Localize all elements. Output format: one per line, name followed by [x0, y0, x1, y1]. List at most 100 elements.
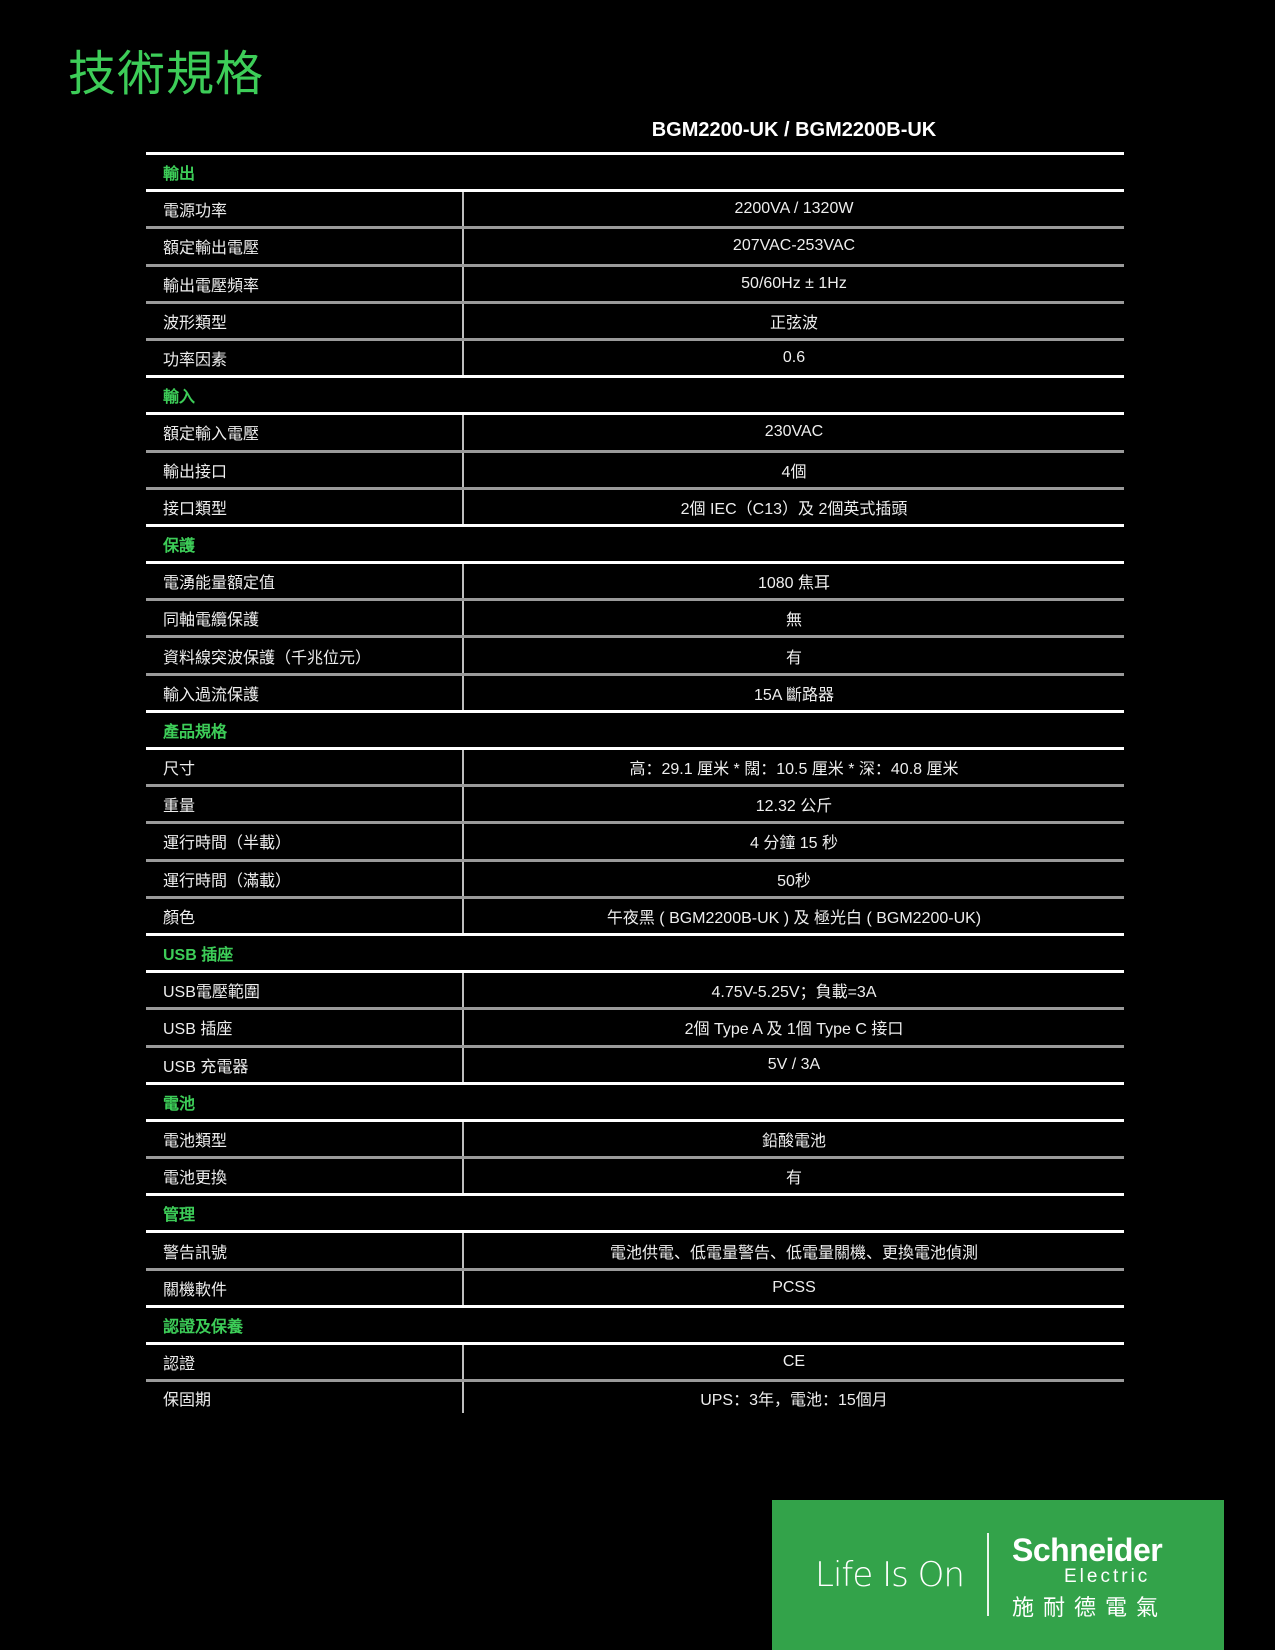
- spec-value: 12.32 公斤: [755, 798, 833, 816]
- spec-row: 警告訊號 電池供電、低電量警告、低電量關機、更換電池偵測: [146, 1230, 1124, 1268]
- spec-label: 重量: [146, 787, 464, 822]
- spec-row: 運行時間（滿載） 50秒: [146, 858, 1124, 896]
- section-title: 保護: [163, 537, 196, 555]
- spec-row: 接口類型 2個 IEC（C13）及 2個英式插頭: [146, 486, 1124, 524]
- spec-row: 資料線突波保護（千兆位元） 有: [146, 635, 1124, 673]
- spec-value: 50秒: [777, 872, 811, 890]
- spec-value: 有: [785, 1170, 802, 1188]
- spec-label: 額定輸入電壓: [146, 415, 464, 450]
- section-header: 輸出: [146, 152, 1124, 189]
- section-header: 認證及保養: [146, 1304, 1124, 1342]
- spec-value: PCSS: [772, 1278, 816, 1296]
- spec-label: 認證: [146, 1345, 464, 1380]
- spec-row: 輸出電壓頻率 50/60Hz ± 1Hz: [146, 263, 1124, 301]
- spec-label: 尺寸: [146, 750, 464, 785]
- section-title: 產品規格: [163, 723, 228, 741]
- section-title: 輸出: [163, 166, 196, 184]
- page-title: 技術規格: [68, 46, 265, 102]
- spec-label: 電池更換: [146, 1159, 464, 1194]
- spec-value: 4.75V-5.25V；負載=3A: [711, 984, 877, 1002]
- spec-row: 輸入過流保護 15A 斷路器: [146, 672, 1124, 710]
- spec-label: 電池類型: [146, 1121, 464, 1157]
- spec-value: CE: [782, 1353, 806, 1371]
- spec-row: 電湧能量額定值 1080 焦耳: [146, 561, 1124, 599]
- spec-row: 認證 CE: [146, 1342, 1124, 1380]
- spec-label: 保固期: [146, 1382, 464, 1414]
- spec-value: 2200VA / 1320W: [734, 200, 854, 218]
- life-is-on-tagline: Life Is On: [815, 1555, 965, 1595]
- spec-row: USB 插座 2個 Type A 及 1個 Type C 接口: [146, 1007, 1124, 1045]
- spec-label: 額定輸出電壓: [146, 229, 464, 264]
- spec-row: 波形類型 正弦波: [146, 300, 1124, 338]
- spec-row: 額定輸入電壓 230VAC: [146, 412, 1124, 450]
- schneider-logo-banner: Life Is On Schneider Electric 施耐德電氣: [772, 1500, 1224, 1650]
- spec-label: 運行時間（半載）: [146, 824, 464, 859]
- spec-row: USB電壓範圍 4.75V-5.25V；負載=3A: [146, 970, 1124, 1008]
- spec-label: 資料線突波保護（千兆位元）: [146, 638, 464, 673]
- spec-row: 尺寸 高：29.1 厘米 * 闊：10.5 厘米 * 深：40.8 厘米: [146, 747, 1124, 785]
- model-heading: BGM2200-UK / BGM2200B-UK: [651, 119, 937, 141]
- spec-row: 電池類型 鉛酸電池: [146, 1118, 1124, 1157]
- spec-row: 輸出接口 4個: [146, 449, 1124, 487]
- spec-label: 功率因素: [146, 340, 464, 376]
- spec-row: 電池更換 有: [146, 1156, 1124, 1194]
- section-header: 輸入: [146, 375, 1124, 412]
- spec-label: 電源功率: [146, 192, 464, 227]
- spec-value: 15A 斷路器: [753, 686, 835, 704]
- section-title: 電池: [163, 1095, 196, 1113]
- spec-row: 重量 12.32 公斤: [146, 784, 1124, 822]
- spec-value: 有: [785, 649, 802, 667]
- logo-divider: [987, 1533, 989, 1616]
- spec-value: 4個: [781, 463, 807, 481]
- brand-chinese: 施耐德電氣: [1012, 1596, 1168, 1621]
- spec-label: 輸出電壓頻率: [146, 266, 464, 301]
- spec-label: USB 插座: [146, 1010, 464, 1045]
- spec-row: USB 充電器 5V / 3A: [146, 1044, 1124, 1082]
- spec-value: 2個 IEC（C13）及 2個英式插頭: [680, 500, 908, 518]
- spec-row: 運行時間（半載） 4 分鐘 15 秒: [146, 821, 1124, 859]
- spec-value: 電池供電、低電量警告、低電量關機、更換電池偵測: [609, 1244, 978, 1262]
- spec-label: USB電壓範圍: [146, 973, 464, 1008]
- spec-row: 保固期 UPS：3年，電池：15個月: [146, 1379, 1124, 1414]
- spec-row: 顏色 午夜黑 ( BGM2200B-UK ) 及 極光白 ( BGM2200-UK…: [146, 895, 1124, 933]
- spec-value: 0.6: [782, 349, 806, 367]
- section-header: 管理: [146, 1193, 1124, 1230]
- spec-value: 50/60Hz ± 1Hz: [741, 274, 847, 292]
- section-title: USB 插座: [163, 947, 234, 965]
- section-title: 管理: [163, 1207, 196, 1225]
- spec-value: 正弦波: [769, 314, 818, 332]
- spec-value: 高：29.1 厘米 * 闊：10.5 厘米 * 深：40.8 厘米: [629, 761, 959, 779]
- section-header: 電池: [146, 1081, 1124, 1119]
- spec-label: 輸入過流保護: [146, 675, 464, 710]
- spec-label: 輸出接口: [146, 452, 464, 487]
- spec-row: 關機軟件 PCSS: [146, 1267, 1124, 1305]
- section-header: USB 插座: [146, 932, 1124, 970]
- section-header: 保護: [146, 523, 1124, 561]
- spec-label: 關機軟件: [146, 1270, 464, 1305]
- spec-value: 230VAC: [764, 423, 824, 441]
- spec-row: 額定輸出電壓 207VAC-253VAC: [146, 226, 1124, 264]
- spec-value: 1080 焦耳: [757, 575, 831, 593]
- spec-label: 警告訊號: [146, 1233, 464, 1268]
- spec-value: UPS：3年，電池：15個月: [700, 1391, 888, 1409]
- spec-row: 同軸電纜保護 無: [146, 598, 1124, 636]
- spec-row: 功率因素 0.6: [146, 337, 1124, 376]
- spec-value: 午夜黑 ( BGM2200B-UK ) 及 極光白 ( BGM2200-UK): [606, 909, 982, 927]
- spec-value: 207VAC-253VAC: [732, 237, 856, 255]
- spec-label: 運行時間（滿載）: [146, 861, 464, 896]
- spec-value: 鉛酸電池: [761, 1132, 826, 1150]
- spec-label: 電湧能量額定值: [146, 564, 464, 599]
- spec-value: 無: [785, 612, 802, 630]
- spec-label: 同軸電纜保護: [146, 601, 464, 636]
- brand-name: Schneider: [1012, 1532, 1163, 1568]
- spec-table: 輸出電源功率 2200VA / 1320W 額定輸出電壓 207VAC-253VAC 輸…: [146, 152, 1124, 1414]
- section-title: 輸入: [163, 389, 196, 407]
- spec-value: 4 分鐘 15 秒: [749, 835, 839, 853]
- brand-sub: Electric: [1064, 1566, 1151, 1587]
- spec-label: 波形類型: [146, 303, 464, 338]
- spec-value: 2個 Type A 及 1個 Type C 接口: [684, 1021, 904, 1039]
- section-title: 認證及保養: [163, 1318, 244, 1336]
- spec-label: 顏色: [146, 898, 464, 933]
- spec-label: USB 充電器: [146, 1047, 464, 1082]
- section-header: 產品規格: [146, 709, 1124, 747]
